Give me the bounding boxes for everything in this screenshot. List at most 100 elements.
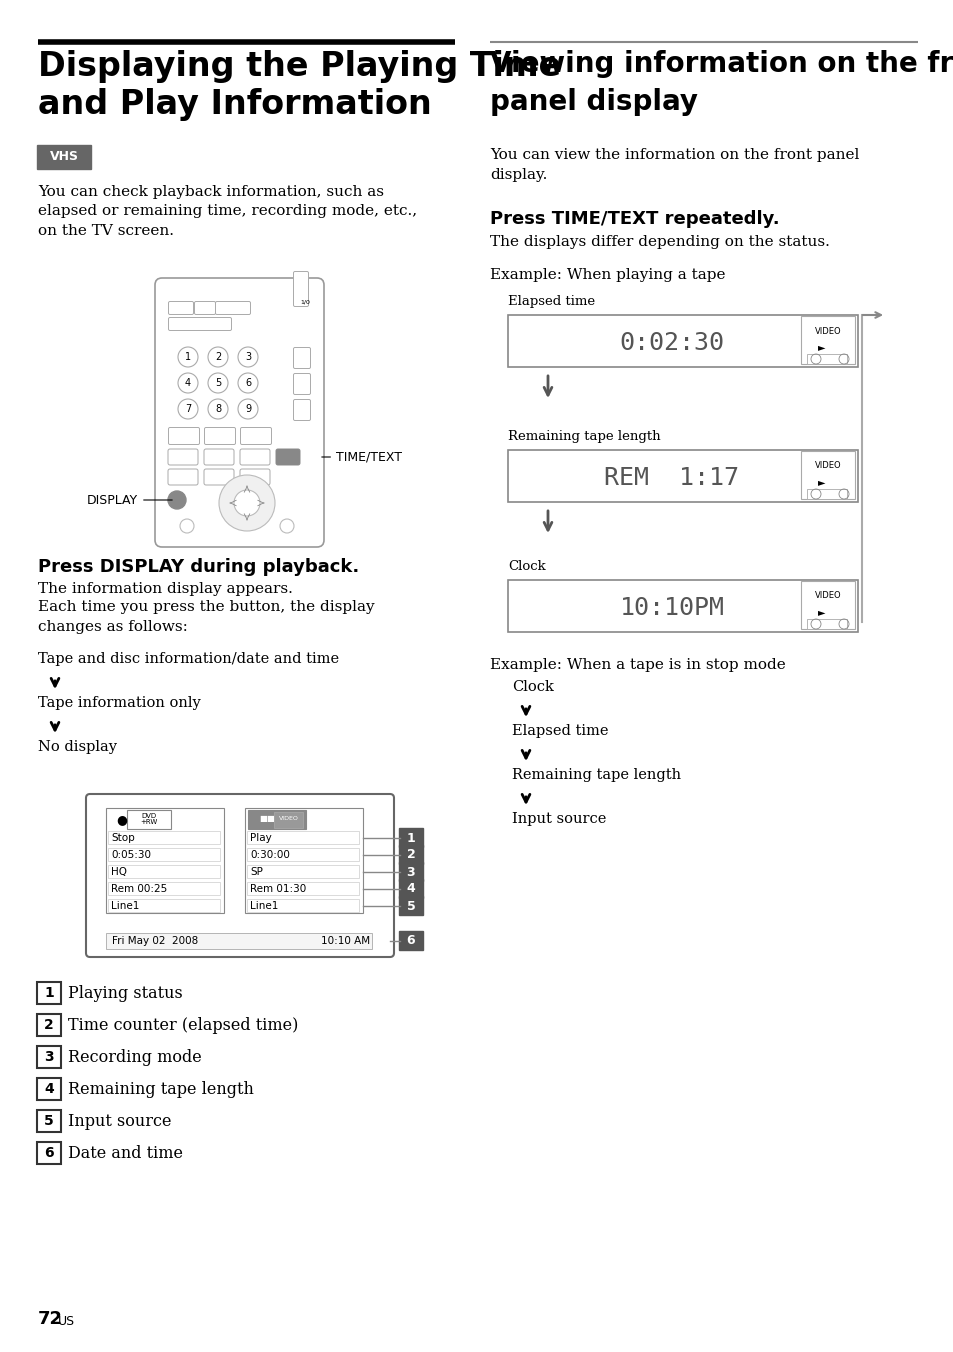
- Text: HQ: HQ: [111, 867, 127, 877]
- FancyBboxPatch shape: [294, 399, 310, 420]
- Text: Input source: Input source: [68, 1113, 172, 1129]
- FancyBboxPatch shape: [294, 272, 308, 307]
- FancyBboxPatch shape: [204, 449, 233, 465]
- FancyBboxPatch shape: [37, 1110, 61, 1132]
- Text: Press TIME/TEXT repeatedly.: Press TIME/TEXT repeatedly.: [490, 210, 779, 228]
- Bar: [245, 808, 363, 913]
- Text: 1: 1: [406, 831, 415, 845]
- Bar: [806, 489, 846, 499]
- Bar: [108, 882, 220, 895]
- Text: Rem 00:25: Rem 00:25: [111, 884, 167, 894]
- Text: 0:05:30: 0:05:30: [111, 850, 151, 860]
- Text: Remaining tape length: Remaining tape length: [507, 430, 659, 443]
- Bar: [247, 882, 358, 895]
- Text: TIME/TEXT: TIME/TEXT: [321, 450, 401, 464]
- FancyBboxPatch shape: [169, 318, 232, 330]
- Text: Rem 01:30: Rem 01:30: [250, 884, 306, 894]
- Text: You can view the information on the front panel
display.: You can view the information on the fron…: [490, 147, 859, 181]
- FancyBboxPatch shape: [37, 1014, 61, 1036]
- Text: Play: Play: [250, 833, 272, 844]
- Text: ■■: ■■: [258, 814, 274, 823]
- Text: Recording mode: Recording mode: [68, 1049, 201, 1065]
- Text: 6: 6: [44, 1146, 53, 1160]
- FancyBboxPatch shape: [204, 469, 233, 485]
- Text: 4: 4: [44, 1082, 53, 1096]
- Text: 1: 1: [44, 986, 53, 1000]
- Text: Line1: Line1: [250, 900, 278, 911]
- Text: Elapsed time: Elapsed time: [507, 295, 595, 308]
- Text: Fri May 02  2008: Fri May 02 2008: [112, 936, 198, 946]
- Text: ●: ●: [116, 813, 127, 826]
- FancyBboxPatch shape: [86, 794, 394, 957]
- Bar: [806, 619, 846, 629]
- Text: 6: 6: [245, 379, 251, 388]
- Bar: [247, 848, 358, 861]
- Text: DVD
+RW: DVD +RW: [140, 813, 157, 825]
- FancyBboxPatch shape: [398, 896, 422, 915]
- Text: 5: 5: [214, 379, 221, 388]
- Text: 4: 4: [406, 883, 415, 895]
- Text: DISPLAY: DISPLAY: [87, 493, 172, 507]
- Bar: [507, 315, 857, 366]
- Text: Remaining tape length: Remaining tape length: [512, 768, 680, 781]
- Text: Input source: Input source: [512, 813, 606, 826]
- Text: 9: 9: [245, 404, 251, 414]
- Text: 10:10PM: 10:10PM: [618, 596, 723, 621]
- Text: 1/0: 1/0: [300, 299, 310, 304]
- Text: Line1: Line1: [111, 900, 139, 911]
- Circle shape: [168, 491, 186, 508]
- FancyBboxPatch shape: [248, 810, 306, 829]
- Text: 5: 5: [44, 1114, 53, 1128]
- Bar: [507, 580, 857, 631]
- Text: Clock: Clock: [507, 560, 545, 573]
- Text: Displaying the Playing Time: Displaying the Playing Time: [38, 50, 560, 82]
- Text: Each time you press the button, the display
changes as follows:: Each time you press the button, the disp…: [38, 600, 375, 634]
- Text: ►: ►: [818, 477, 825, 487]
- FancyBboxPatch shape: [398, 827, 422, 846]
- Text: 3: 3: [44, 1051, 53, 1064]
- Text: Press DISPLAY during playback.: Press DISPLAY during playback.: [38, 558, 359, 576]
- FancyBboxPatch shape: [274, 811, 303, 827]
- Text: VIDEO: VIDEO: [814, 326, 841, 335]
- FancyBboxPatch shape: [240, 469, 270, 485]
- Text: Time counter (elapsed time): Time counter (elapsed time): [68, 1017, 298, 1033]
- Text: ►: ►: [818, 342, 825, 352]
- Bar: [507, 450, 857, 502]
- FancyBboxPatch shape: [154, 279, 324, 548]
- Text: 1: 1: [185, 352, 191, 362]
- FancyBboxPatch shape: [294, 347, 310, 369]
- Text: Stop: Stop: [111, 833, 134, 844]
- Text: VIDEO: VIDEO: [279, 817, 298, 822]
- Text: 5: 5: [406, 899, 415, 913]
- FancyBboxPatch shape: [398, 879, 422, 898]
- Text: Remaining tape length: Remaining tape length: [68, 1080, 253, 1098]
- Text: 0:30:00: 0:30:00: [250, 850, 290, 860]
- Text: VIDEO: VIDEO: [814, 461, 841, 470]
- Text: Elapsed time: Elapsed time: [512, 725, 608, 738]
- FancyBboxPatch shape: [398, 863, 422, 882]
- FancyBboxPatch shape: [240, 449, 270, 465]
- Text: Tape information only: Tape information only: [38, 696, 200, 710]
- FancyBboxPatch shape: [801, 316, 854, 364]
- FancyBboxPatch shape: [37, 1142, 61, 1164]
- Text: The information display appears.: The information display appears.: [38, 581, 293, 596]
- Bar: [108, 865, 220, 877]
- Text: 3: 3: [245, 352, 251, 362]
- FancyBboxPatch shape: [801, 581, 854, 629]
- FancyBboxPatch shape: [801, 452, 854, 499]
- Circle shape: [233, 489, 260, 516]
- FancyBboxPatch shape: [398, 932, 422, 950]
- Text: ►: ►: [818, 607, 825, 617]
- FancyBboxPatch shape: [194, 301, 215, 315]
- Text: Viewing information on the front: Viewing information on the front: [490, 50, 953, 78]
- Text: Example: When playing a tape: Example: When playing a tape: [490, 268, 724, 283]
- FancyBboxPatch shape: [37, 1078, 61, 1101]
- Text: 2: 2: [44, 1018, 53, 1032]
- FancyBboxPatch shape: [169, 301, 193, 315]
- Bar: [247, 899, 358, 913]
- Text: Date and time: Date and time: [68, 1145, 183, 1161]
- Text: 3: 3: [406, 865, 415, 879]
- Bar: [247, 831, 358, 844]
- Text: REM  1:17: REM 1:17: [604, 466, 739, 489]
- FancyBboxPatch shape: [37, 1046, 61, 1068]
